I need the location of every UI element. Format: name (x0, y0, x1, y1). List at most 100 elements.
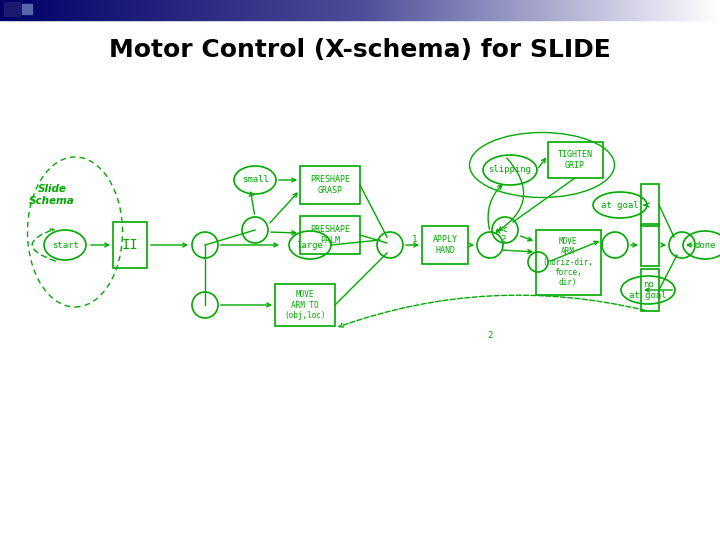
Bar (620, 0, 621, 20)
FancyArrowPatch shape (339, 295, 645, 327)
Bar (421, 0, 422, 20)
Bar (413, 0, 414, 20)
Bar (417, 0, 418, 20)
Bar (133, 0, 134, 20)
Bar (600, 0, 601, 20)
Bar (83, 0, 84, 20)
Bar (186, 0, 187, 20)
Bar (104, 0, 105, 20)
Bar (95, 0, 96, 20)
Bar (82, 0, 83, 20)
Bar (56, 0, 57, 20)
Bar (709, 0, 710, 20)
Bar (0, 0, 1, 20)
Bar (609, 0, 610, 20)
FancyArrowPatch shape (488, 185, 502, 230)
Bar (550, 0, 551, 20)
Bar (360, 0, 361, 20)
Bar (443, 0, 444, 20)
FancyArrowPatch shape (32, 229, 55, 261)
Bar (647, 0, 648, 20)
Bar (713, 0, 714, 20)
Bar (610, 0, 611, 20)
Bar (113, 0, 114, 20)
Bar (287, 0, 288, 20)
Bar (87, 0, 88, 20)
Bar (130, 0, 131, 20)
Bar (594, 0, 595, 20)
Bar (246, 0, 247, 20)
Bar (142, 0, 143, 20)
Bar (359, 0, 360, 20)
Bar (668, 0, 669, 20)
Bar (531, 0, 532, 20)
Bar (375, 0, 376, 20)
Bar (198, 0, 199, 20)
Bar (506, 0, 507, 20)
Bar (625, 0, 626, 20)
Bar (223, 0, 224, 20)
Bar (617, 0, 618, 20)
Bar (151, 0, 152, 20)
Bar (701, 0, 702, 20)
Bar (608, 0, 609, 20)
Bar (545, 0, 546, 20)
Bar (479, 0, 480, 20)
Bar (197, 0, 198, 20)
Bar (297, 0, 298, 20)
Bar (507, 0, 508, 20)
Bar (242, 0, 243, 20)
Bar (601, 0, 602, 20)
Bar (148, 0, 149, 20)
Bar (686, 0, 687, 20)
Bar (244, 0, 245, 20)
Bar (477, 0, 478, 20)
Bar (433, 0, 434, 20)
Bar (196, 0, 197, 20)
Text: Motor Control (X-schema) for SLIDE: Motor Control (X-schema) for SLIDE (109, 38, 611, 62)
Bar (633, 0, 634, 20)
Bar (661, 0, 662, 20)
Bar (67, 0, 68, 20)
Bar (618, 0, 619, 20)
Bar (520, 0, 521, 20)
Bar (35, 0, 36, 20)
Text: c: c (503, 226, 508, 234)
Bar (409, 0, 410, 20)
Bar (192, 0, 193, 20)
Bar (636, 0, 637, 20)
Bar (258, 0, 259, 20)
Text: slipping: slipping (488, 165, 531, 174)
Bar (111, 0, 112, 20)
Bar (346, 0, 347, 20)
Bar (684, 0, 685, 20)
Bar (425, 0, 426, 20)
Bar (426, 0, 427, 20)
Bar (556, 0, 557, 20)
Bar (404, 0, 405, 20)
Bar (120, 0, 121, 20)
Bar (290, 0, 291, 20)
Bar (230, 0, 231, 20)
Bar (295, 0, 296, 20)
Bar (362, 0, 363, 20)
Bar (705, 0, 706, 20)
Bar (113, 222, 147, 268)
Bar (578, 0, 579, 20)
Bar (467, 0, 468, 20)
Text: PRESHAPE
GRASP: PRESHAPE GRASP (310, 176, 350, 195)
Text: 2: 2 (487, 330, 492, 340)
Bar (7, 0, 8, 20)
Bar (253, 0, 254, 20)
Bar (659, 0, 660, 20)
Bar (590, 0, 591, 20)
Bar (96, 0, 97, 20)
Bar (707, 0, 708, 20)
Bar (134, 0, 135, 20)
Bar (581, 0, 582, 20)
Text: large: large (297, 240, 323, 249)
Bar (308, 0, 309, 20)
Bar (189, 0, 190, 20)
Bar (482, 0, 483, 20)
Bar (98, 0, 99, 20)
